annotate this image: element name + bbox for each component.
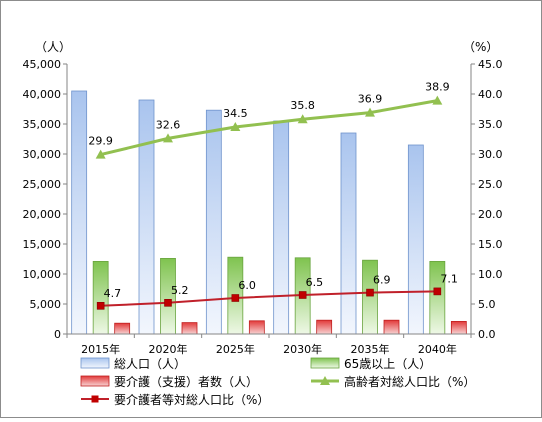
legend-label: 要介護（支援）者数（人）: [114, 374, 258, 389]
legend-swatch-marker: [91, 395, 99, 403]
care-ratio-point: [231, 294, 240, 302]
legend-label: 要介護者等対総人口比（%）: [114, 392, 269, 407]
aging-ratio-point: [95, 149, 106, 159]
left-tick-label: 35,000: [23, 118, 62, 131]
legend-item: 要介護（支援）者数（人）: [80, 374, 258, 389]
left-tick-label: 0: [54, 328, 61, 341]
care-needed-bar: [248, 320, 265, 335]
aging-ratio-point: [432, 95, 443, 105]
care-needed-bar: [316, 319, 333, 335]
x-tick-label: 2030年: [283, 342, 322, 356]
right-tick-label: 25.0: [478, 178, 503, 191]
care-ratio-point: [96, 301, 105, 310]
axes: [66, 64, 472, 338]
care-needed-bar: [450, 320, 467, 335]
care-ratio-label: 4.7: [104, 287, 122, 300]
right-tick-label: 10.0: [478, 268, 503, 281]
legend-item: 総人口（人）: [80, 357, 186, 371]
left-axis-unit: （人）: [35, 40, 71, 54]
care-needed-bar: [383, 319, 400, 335]
left-tick-label: 30,000: [23, 148, 62, 161]
left-tick-label: 10,000: [23, 268, 62, 281]
left-tick-label: 5,000: [30, 298, 62, 311]
bar-series: [71, 90, 467, 335]
line-series: 29.9 32.6 34.5 35.8 36.9 38.9 4.7 5.2 6.0 6.5 6.9 7…: [88, 81, 458, 310]
x-axis-labels: 2015年 2020年 2025年 2030年 2035年 2040年: [81, 342, 457, 356]
legend-item: 要介護者等対総人口比（%）: [81, 392, 269, 407]
left-tick-label: 45,000: [23, 58, 62, 71]
left-tick-label: 15,000: [23, 238, 62, 251]
care-ratio-label: 6.5: [306, 276, 324, 289]
right-axis-unit: （%）: [463, 40, 498, 54]
legend-label: 高齢者対総人口比（%）: [344, 374, 475, 389]
aging-ratio-point: [365, 107, 375, 117]
legend: 総人口（人） 65歳以上（人） 要介護（支援）者数（人） 高齢者対総人口比（%） 要介護…: [80, 357, 475, 407]
total-population-bar: [340, 132, 357, 335]
aging-ratio-label: 34.5: [223, 107, 248, 120]
care-ratio-point: [164, 298, 172, 307]
right-tick-label: 5.0: [478, 298, 496, 311]
legend-swatch: [80, 375, 110, 387]
care-ratio-point: [433, 287, 442, 296]
aging-ratio-point: [230, 122, 241, 131]
total-population-bar: [273, 120, 290, 335]
care-ratio-label: 6.9: [373, 274, 391, 287]
right-tick-label: 0.0: [478, 328, 496, 341]
aging-ratio-line: [100, 99, 438, 157]
legend-swatch: [80, 357, 110, 369]
right-tick-label: 30.0: [478, 148, 503, 161]
care-ratio-label: 5.2: [171, 284, 189, 297]
care-ratio-label: 6.0: [238, 279, 256, 292]
right-tick-label: 45.0: [478, 58, 503, 71]
aging-ratio-point: [297, 114, 308, 124]
legend-item: 高齢者対総人口比（%）: [311, 374, 475, 389]
right-tick-label: 40.0: [478, 88, 503, 101]
total-population-bar: [138, 99, 155, 335]
right-tick-label: 20.0: [478, 208, 503, 221]
right-tick-label: 15.0: [478, 238, 503, 251]
left-tick-label: 25,000: [23, 178, 62, 191]
age65-bar: [362, 259, 378, 335]
x-tick-label: 2040年: [418, 342, 457, 356]
care-needed-bar: [114, 322, 131, 335]
x-tick-label: 2025年: [216, 342, 255, 356]
aging-ratio-point: [163, 133, 173, 143]
total-population-bar: [407, 144, 424, 335]
aging-ratio-label: 29.9: [88, 135, 113, 148]
aging-ratio-label: 36.9: [358, 93, 383, 106]
aging-ratio-label: 38.9: [425, 81, 450, 94]
care-ratio-line: [100, 290, 438, 307]
legend-item: 65歳以上（人）: [310, 357, 431, 371]
legend-swatch: [310, 357, 340, 369]
legend-swatch-marker: [320, 376, 330, 385]
care-ratio-point: [366, 288, 374, 297]
x-tick-label: 2020年: [149, 342, 188, 356]
care-ratio-label: 7.1: [440, 272, 458, 285]
care-needed-bar: [181, 322, 198, 335]
left-tick-label: 40,000: [23, 88, 62, 101]
left-tick-label: 20,000: [23, 208, 62, 221]
total-population-bar: [71, 90, 88, 335]
legend-label: 総人口（人）: [114, 357, 186, 371]
aging-ratio-label: 32.6: [156, 118, 181, 131]
care-ratio-point: [298, 291, 307, 299]
x-tick-label: 2035年: [351, 342, 390, 356]
left-axis-ticks: 0 5,000 10,000 15,000 20,000 25,000 30,000 35,0…: [23, 58, 67, 341]
legend-label: 65歳以上（人）: [344, 357, 431, 371]
aging-ratio-label: 35.8: [290, 99, 315, 112]
right-tick-label: 35.0: [478, 118, 503, 131]
x-tick-label: 2015年: [81, 342, 120, 356]
right-axis-ticks: 0.0 5.0 10.0 15.0 20.0 25.0 30.0 35.0 40.0 45.0: [471, 58, 503, 341]
